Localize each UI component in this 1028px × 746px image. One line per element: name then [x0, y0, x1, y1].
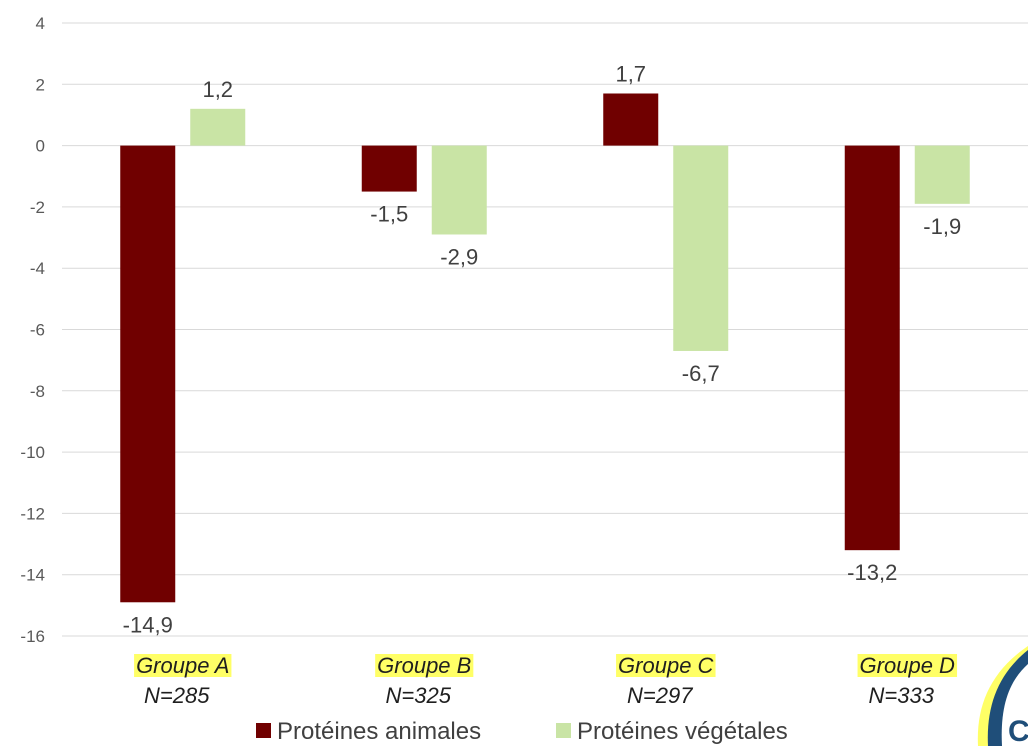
data-label: -14,9 — [123, 612, 173, 637]
bars — [120, 93, 970, 603]
corner-logo: C — [977, 646, 1028, 746]
logo-inner-shape — [1001, 664, 1028, 746]
category-sample-size: N=325 — [386, 683, 452, 708]
logo-letter: C — [1008, 715, 1028, 746]
y-tick-label: 2 — [36, 75, 45, 94]
text-highlight — [134, 654, 232, 677]
y-tick-label: -16 — [20, 627, 45, 646]
y-tick-label: 0 — [36, 137, 45, 156]
data-label: -1,9 — [923, 214, 961, 239]
data-label: -2,9 — [440, 244, 478, 269]
y-tick-label: -14 — [20, 566, 45, 585]
category-sample-size: N=285 — [144, 683, 210, 708]
data-label: -13,2 — [847, 560, 897, 585]
data-label: -1,5 — [370, 202, 408, 227]
y-tick-label: -4 — [30, 259, 45, 278]
bar-vegetal-4 — [914, 145, 970, 204]
legend: Protéines animales Protéines végétales — [256, 718, 788, 745]
legend-label: Protéines animales — [277, 718, 481, 745]
bar-vegetal-1 — [190, 108, 246, 146]
text-highlight — [375, 654, 474, 677]
legend-swatch — [556, 723, 571, 738]
bar-animal-4 — [844, 145, 900, 551]
y-tick-label: -8 — [30, 382, 45, 401]
data-label: -6,7 — [682, 361, 720, 386]
category-label: Groupe A — [136, 653, 229, 678]
legend-swatch — [256, 723, 271, 738]
text-highlight — [616, 654, 716, 677]
category-label: Groupe C — [618, 653, 713, 678]
category-sample-size: N=333 — [869, 683, 935, 708]
x-axis-category-labels: Groupe A N=285 Groupe B N=325 Groupe C N=297 G… — [136, 653, 955, 708]
data-labels: -14,9 -1,5 1,7 -13,2 1,2 -2,9 -6,7 -1,9 — [123, 61, 962, 637]
y-tick-label: -10 — [20, 443, 45, 462]
category-label: Groupe D — [860, 653, 955, 678]
bar-animal-2 — [361, 145, 417, 192]
bar-animal-3 — [603, 93, 659, 146]
category-label: Groupe B — [377, 653, 471, 678]
y-tick-label: -6 — [30, 321, 45, 340]
legend-label: Protéines végétales — [577, 718, 788, 745]
category-highlights — [134, 654, 958, 677]
data-label: 1,7 — [615, 61, 646, 86]
text-highlight — [857, 654, 958, 677]
y-tick-label: 4 — [36, 14, 45, 33]
bar-animal-1 — [120, 145, 176, 603]
data-label: 1,2 — [202, 77, 233, 102]
category-sample-size: N=297 — [627, 683, 693, 708]
bar-vegetal-2 — [431, 145, 487, 235]
y-axis-tick-labels: 4 2 0 -2 -4 -6 -8 -10 -12 -14 -16 — [20, 14, 45, 646]
y-tick-label: -12 — [20, 504, 45, 523]
bar-vegetal-3 — [673, 145, 729, 351]
y-tick-label: -2 — [30, 198, 45, 217]
